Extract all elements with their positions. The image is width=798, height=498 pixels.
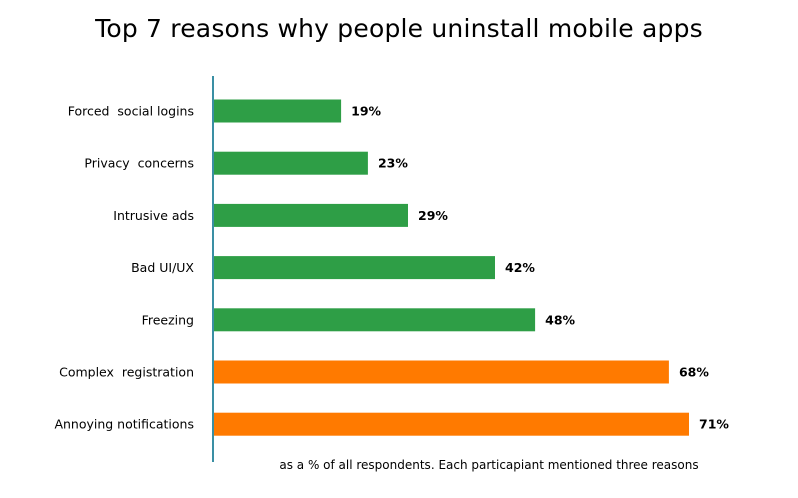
value-labels-group: 19% 23% 29% 42% 48% 68% 71% <box>351 104 729 432</box>
value-label: 42% <box>505 260 535 275</box>
category-label: Privacy concerns <box>84 156 194 171</box>
category-label: Annoying notifications <box>54 417 194 432</box>
value-label: 48% <box>545 312 575 327</box>
bar-2 <box>214 203 408 227</box>
bar-4 <box>214 308 536 332</box>
category-label: Bad UI/UX <box>131 260 194 275</box>
bar-5 <box>214 360 669 384</box>
bar-3 <box>214 256 495 280</box>
bars-group <box>214 99 689 436</box>
value-label: 29% <box>418 208 448 223</box>
bar-1 <box>214 151 368 175</box>
category-label: Forced social logins <box>68 104 194 119</box>
category-label: Complex registration <box>59 365 194 380</box>
value-label: 68% <box>679 365 709 380</box>
value-label: 71% <box>699 417 729 432</box>
bar-0 <box>214 99 342 123</box>
bar-6 <box>214 412 689 436</box>
category-label: Freezing <box>142 312 194 327</box>
category-label: Intrusive ads <box>113 208 194 223</box>
value-label: 19% <box>351 104 381 119</box>
chart-title: Top 7 reasons why people uninstall mobil… <box>95 14 703 43</box>
value-label: 23% <box>378 156 408 171</box>
footnote: as a % of all respondents. Each particap… <box>279 458 698 472</box>
category-labels-group: Forced social logins Privacy concerns Intr… <box>54 104 194 432</box>
